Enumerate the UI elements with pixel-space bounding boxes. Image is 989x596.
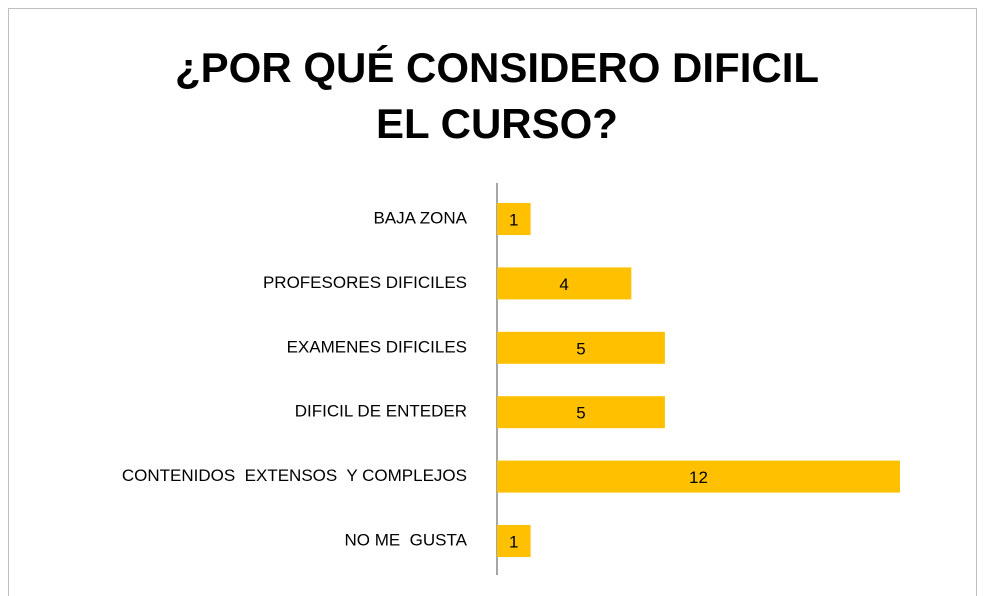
bar — [497, 267, 632, 300]
y-tick-label: CONTENIDOS EXTENSOS Y COMPLEJOS — [122, 466, 467, 485]
chart-title: ¿POR QUÉ CONSIDERO DIFICIL EL CURSO? — [174, 44, 820, 147]
y-tick-label: NO ME GUSTA — [345, 530, 468, 549]
chart-frame — [8, 8, 977, 596]
bar — [497, 460, 900, 493]
data-label: 5 — [576, 339, 585, 358]
y-tick-label: EXAMENES DIFICILES — [287, 337, 467, 356]
bar — [497, 203, 531, 235]
y-tick-label: BAJA ZONA — [373, 208, 467, 227]
data-label: 1 — [509, 210, 518, 229]
bar — [497, 331, 665, 364]
data-label: 5 — [576, 404, 585, 423]
data-label: 1 — [509, 532, 518, 551]
data-label: 12 — [689, 468, 708, 487]
y-tick-label: PROFESORES DIFICILES — [263, 273, 467, 292]
data-label: 4 — [559, 275, 568, 294]
y-tick-label: DIFICIL DE ENTEDER — [295, 402, 467, 421]
bar — [497, 396, 665, 429]
bar — [497, 525, 531, 557]
